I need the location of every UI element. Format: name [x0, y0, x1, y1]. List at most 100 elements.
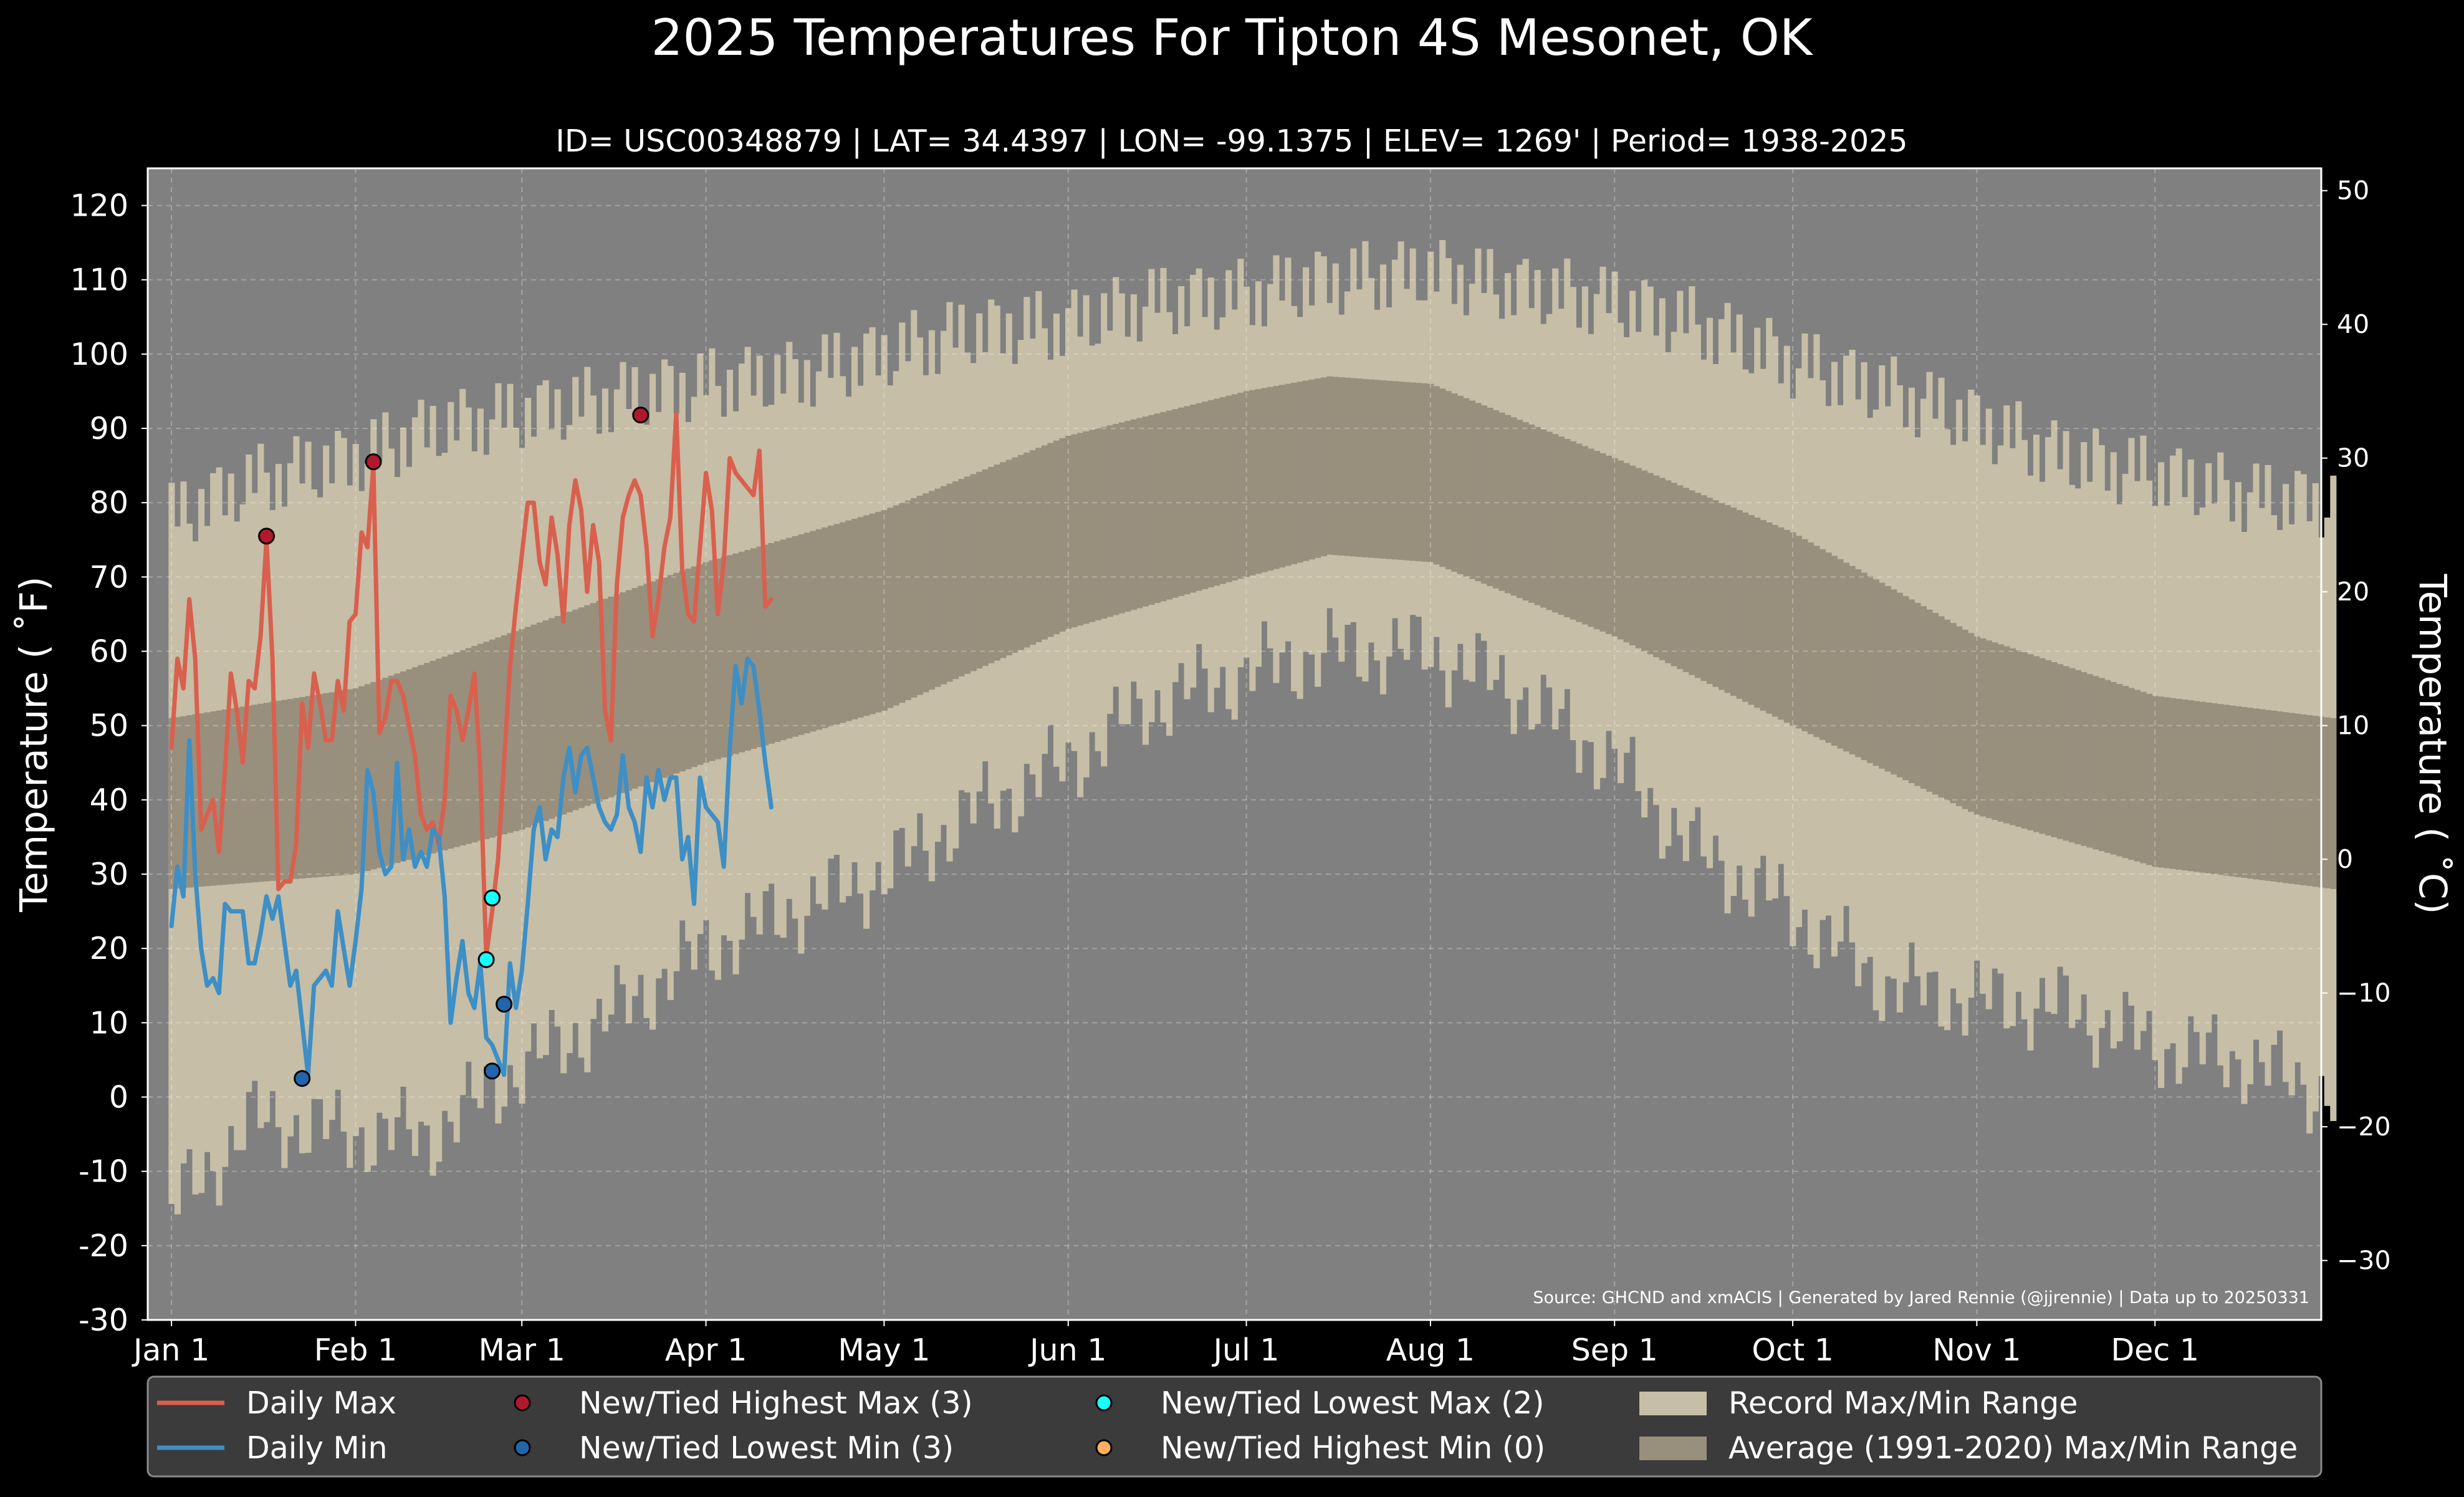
y-tick-label: 90 — [90, 411, 128, 446]
normal-range-bar — [234, 707, 241, 884]
normal-range-bar — [964, 476, 971, 674]
normal-range-bar — [578, 607, 585, 808]
normal-range-bar — [1332, 377, 1339, 556]
legend-label: Daily Min — [246, 1430, 388, 1466]
normal-range-bar — [1404, 382, 1411, 561]
normal-range-bar — [762, 544, 769, 746]
normal-range-bar — [792, 536, 798, 737]
chart-subtitle: ID= USC00348879 | LAT= 34.4397 | LON= -9… — [555, 123, 1907, 159]
normal-range-bar — [251, 705, 258, 883]
normal-range-bar — [2074, 670, 2081, 844]
normal-range-bar — [388, 675, 395, 865]
y-tick-label-right: 50 — [2337, 176, 2369, 206]
y-tick-label: 80 — [90, 485, 128, 521]
normal-range-bar — [988, 466, 995, 663]
normal-range-bar — [216, 710, 223, 885]
normal-range-bar — [1843, 562, 1850, 752]
normal-range-bar — [1303, 380, 1310, 561]
normal-range-bar — [2110, 681, 2117, 855]
normal-range-bar — [1665, 480, 1672, 663]
normal-range-bar — [1867, 575, 1874, 763]
normal-range-bar — [1689, 490, 1695, 675]
normal-range-bar — [887, 508, 894, 708]
normal-range-bar — [1861, 572, 1867, 761]
normal-range-bar — [2033, 656, 2040, 832]
normal-range-bar — [1558, 436, 1565, 615]
normal-range-bar — [512, 631, 520, 832]
normal-range-bar — [1148, 415, 1155, 605]
normal-range-bar — [1000, 462, 1007, 658]
normal-range-bar — [1386, 380, 1393, 559]
x-tick-label: Dec 1 — [2111, 1332, 2199, 1368]
normal-range-bar — [418, 665, 424, 857]
normal-range-bar — [1320, 377, 1327, 557]
normal-range-bar — [2122, 686, 2129, 859]
normal-range-bar — [726, 555, 734, 756]
normal-range-bar — [744, 550, 751, 751]
normal-range-bar — [2039, 658, 2046, 834]
normal-range-bar — [340, 690, 347, 875]
normal-range-bar — [1297, 382, 1303, 563]
normal-range-bar — [1956, 626, 1963, 806]
y-tick-label: 40 — [90, 782, 128, 818]
x-axis: Jan 1 Feb 1 Mar 1 Apr 1 May 1 Jun 1 Jul 1 Aug 1… — [132, 1320, 2199, 1368]
normal-range-bar — [1368, 379, 1374, 558]
normal-range-bar — [893, 505, 899, 706]
legend-label: New/Tied Highest Max (3) — [579, 1385, 973, 1421]
legend-label: Daily Max — [246, 1385, 396, 1421]
lowest-min-marker — [294, 1070, 311, 1087]
normal-range-bar — [1623, 463, 1630, 643]
normal-range-bar — [1801, 539, 1808, 731]
normal-range-bar — [554, 616, 561, 817]
normal-range-bar — [465, 648, 472, 844]
normal-range-bar — [1771, 524, 1778, 717]
normal-range-bar — [1819, 549, 1826, 740]
normal-range-bar — [709, 560, 716, 761]
y-tick-label-right: −30 — [2337, 1246, 2391, 1276]
normal-range-bar — [655, 579, 662, 780]
lowest-max-marker — [477, 951, 495, 968]
y-tick-label: 60 — [90, 634, 128, 670]
normal-range-bar — [1338, 377, 1345, 556]
normal-range-bar — [2258, 709, 2266, 880]
y-tick-label-right: 0 — [2337, 844, 2353, 874]
normal-range-bar — [1653, 475, 1660, 658]
normal-range-bar — [2152, 696, 2159, 867]
normal-range-bar — [2145, 693, 2153, 865]
normal-range-bar — [1421, 383, 1428, 562]
normal-range-bar — [1581, 446, 1588, 625]
normal-range-bar — [1083, 431, 1090, 624]
normal-range-bar — [934, 488, 941, 687]
normal-range-bar — [1427, 383, 1434, 562]
normal-range-bar — [590, 603, 597, 804]
normal-range-bar — [1065, 435, 1072, 629]
normal-range-bar — [2205, 702, 2212, 874]
normal-range-bar — [180, 716, 187, 888]
y-axis-right: −30 −20 −10 0 10 20 30 40 50 — [2321, 176, 2391, 1276]
y-tick-label: 110 — [70, 262, 128, 298]
normal-range-bar — [1095, 428, 1101, 620]
normal-range-bar — [1059, 438, 1066, 632]
normal-range-bar — [1285, 383, 1292, 566]
normal-range-bar — [1166, 410, 1173, 600]
normal-range-bar — [1700, 495, 1707, 681]
normal-range-band — [168, 376, 2337, 889]
x-tick-label: Mar 1 — [479, 1332, 565, 1368]
normal-range-bar — [620, 592, 626, 793]
normal-range-bar — [1445, 391, 1452, 570]
normal-range-bar — [566, 612, 573, 812]
normal-range-bar — [2140, 691, 2147, 864]
normal-range-bar — [257, 703, 264, 882]
normal-range-bar — [1712, 500, 1719, 687]
normal-range-bar — [453, 652, 460, 847]
normal-range-bar — [1724, 505, 1731, 693]
normal-range-bar — [946, 483, 953, 682]
normal-range-bar — [305, 696, 312, 878]
normal-range-bar — [263, 703, 270, 882]
normal-range-bar — [1344, 377, 1351, 556]
normal-range-bar — [549, 618, 555, 819]
normal-range-bar — [952, 481, 959, 680]
normal-range-bar — [1017, 455, 1024, 650]
normal-range-bar — [441, 657, 448, 850]
